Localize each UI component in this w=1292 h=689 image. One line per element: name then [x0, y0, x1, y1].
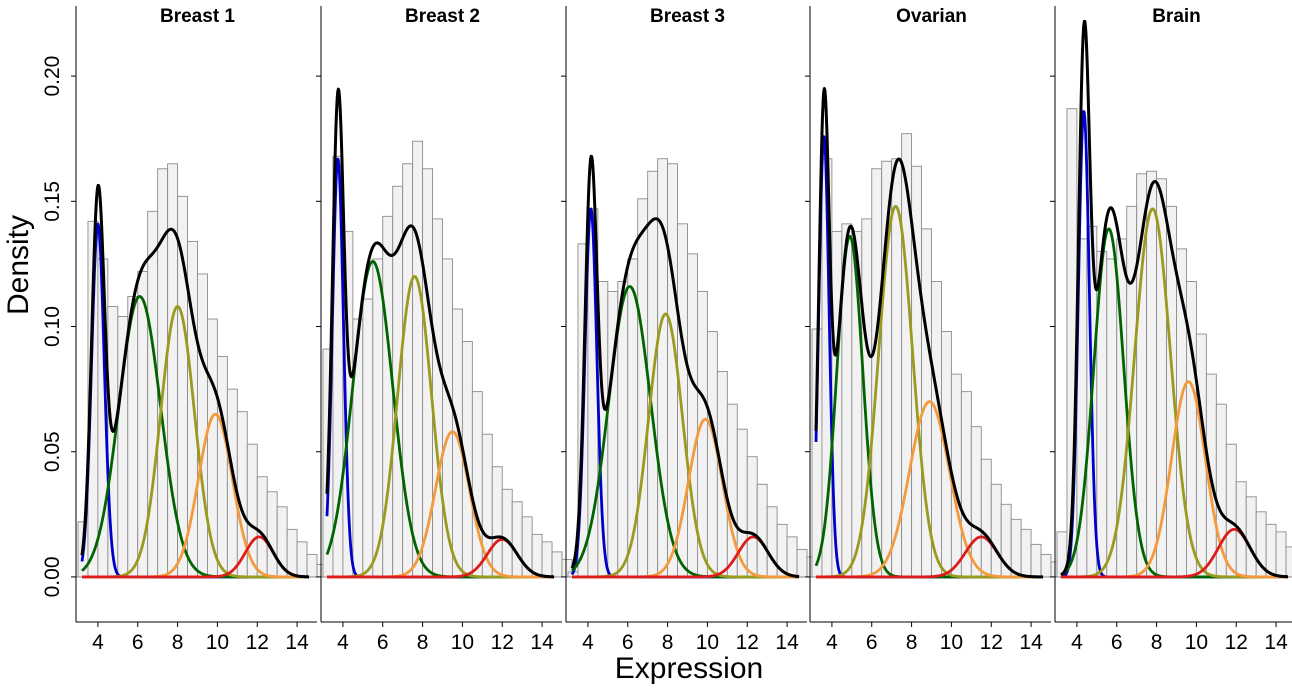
histogram-bar	[796, 548, 808, 578]
panel-title: Brain	[1152, 6, 1201, 27]
x-tick-label: 8	[906, 631, 918, 654]
x-tick-label: 6	[866, 631, 878, 654]
histogram-bar	[296, 541, 308, 578]
histogram-bar	[432, 218, 443, 578]
histogram-bar	[1285, 546, 1292, 578]
total-density-curve	[1060, 19, 1289, 579]
x-tick-label: 10	[206, 631, 229, 654]
histogram-bar	[726, 403, 738, 578]
panel-3: Breast 3 4 6 8 10 12 14	[561, 6, 838, 654]
histogram-bar	[980, 458, 992, 578]
histogram-bar	[756, 483, 768, 578]
histogram-bar	[1010, 518, 1022, 578]
histogram-bar	[637, 198, 649, 578]
histogram-bar	[531, 533, 543, 578]
x-tick-label: 6	[132, 631, 144, 654]
histogram-bar	[746, 456, 758, 578]
histogram-bar	[362, 298, 374, 578]
histogram-bar	[1275, 531, 1287, 578]
panel-title: Ovarian	[896, 6, 967, 27]
histogram-bar	[412, 140, 424, 578]
total-density-curve	[325, 87, 555, 579]
histogram-bar	[627, 258, 639, 578]
panel-title: Breast 3	[650, 6, 725, 27]
x-tick-label: 6	[1111, 631, 1123, 654]
x-tick-label: 10	[940, 631, 963, 654]
panel-4: Ovarian 4 6 8 10 12 14	[805, 6, 1082, 654]
x-tick-label: 14	[1019, 631, 1043, 654]
histogram-bar	[471, 391, 483, 578]
total-density-curve	[814, 86, 1044, 579]
x-tick-label: 4	[1071, 631, 1083, 654]
histogram-bar	[541, 541, 553, 578]
y-tick-label: 0.10	[41, 306, 64, 347]
y-tick-label: 0.05	[41, 431, 64, 472]
x-tick-label: 4	[337, 631, 349, 654]
histogram-bar	[197, 273, 208, 578]
histogram-bar	[1146, 170, 1158, 578]
y-tick-label: 0.20	[41, 56, 64, 97]
y-tick-label: 0.00	[41, 556, 64, 597]
x-tick-label: 8	[172, 631, 184, 654]
histogram-bar	[1040, 553, 1052, 578]
y-axis-title: Density	[2, 215, 35, 315]
panel-2: Breast 2 4 6 8 10 12 14	[316, 6, 593, 654]
histogram-bar	[206, 318, 218, 578]
histogram-bar	[107, 306, 119, 578]
x-tick-label: 4	[582, 631, 594, 654]
histogram-bar	[766, 506, 778, 578]
x-tick-label: 6	[377, 631, 389, 654]
x-axis-title: Expression	[615, 652, 763, 685]
histogram-bar	[1265, 523, 1277, 578]
x-tick-label: 12	[491, 631, 514, 654]
panel-title: Breast 2	[405, 6, 480, 27]
x-tick-label: 8	[1151, 631, 1163, 654]
x-tick-label: 14	[1264, 631, 1288, 654]
panel-1: Breast 1 0.00 0.05 0.10 0.15 0.20 4 6 8 10 12 14	[41, 6, 348, 654]
histogram-bar	[147, 210, 159, 578]
histogram-bar	[1225, 443, 1237, 578]
total-density-curve	[570, 154, 800, 579]
x-tick-label: 10	[451, 631, 474, 654]
histogram-bar	[127, 296, 139, 578]
histogram-bar	[501, 488, 513, 578]
histogram-bar	[286, 528, 298, 578]
histogram-bar	[511, 501, 523, 578]
x-tick-label: 10	[696, 631, 719, 654]
x-tick-label: 4	[92, 631, 104, 654]
histogram-bar	[306, 553, 318, 578]
x-tick-label: 6	[622, 631, 634, 654]
histogram-bar	[216, 356, 228, 578]
total-density-curve	[80, 183, 310, 579]
x-tick-label: 14	[530, 631, 554, 654]
histogram-bar	[990, 483, 1002, 578]
histogram-bar	[266, 491, 278, 578]
panel-5: Brain 4 6 8 10 12 14	[1050, 6, 1292, 654]
x-tick-label: 4	[826, 631, 838, 654]
histogram-bar	[551, 551, 563, 578]
histogram-bar	[970, 426, 982, 578]
x-tick-label: 14	[285, 631, 309, 654]
histogram-bar	[1020, 528, 1032, 578]
x-tick-label: 14	[775, 631, 799, 654]
x-tick-label: 12	[980, 631, 1003, 654]
x-tick-label: 8	[662, 631, 674, 654]
histogram-bar	[1030, 543, 1042, 578]
x-tick-label: 12	[246, 631, 269, 654]
panel-title: Breast 1	[160, 6, 235, 27]
histogram-bar	[491, 466, 503, 578]
x-tick-label: 8	[417, 631, 429, 654]
y-tick-label: 0.15	[41, 181, 64, 222]
histogram-bar	[786, 536, 798, 578]
x-tick-label: 10	[1185, 631, 1208, 654]
histogram-bar	[256, 476, 268, 578]
histogram-bar	[1245, 496, 1257, 578]
histogram-bar	[706, 331, 718, 578]
panels: Breast 10.000.050.100.150.204 6 8 10 12 14Bre…	[41, 6, 1292, 654]
x-tick-label: 12	[1225, 631, 1248, 654]
x-tick-label: 12	[736, 631, 759, 654]
